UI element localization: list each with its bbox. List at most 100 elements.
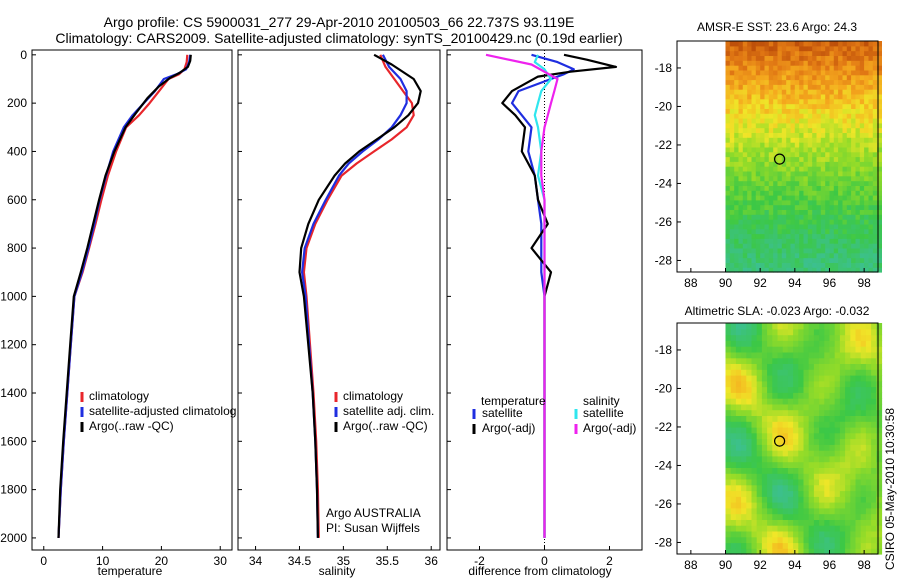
map-cell: [725, 243, 731, 249]
map-cell: [865, 409, 872, 416]
map-cell: [851, 161, 856, 167]
map-cell: [772, 478, 779, 486]
map-cell: [819, 426, 825, 434]
map-cell: [786, 103, 792, 109]
map-cell: [808, 502, 815, 509]
map-cell: [872, 84, 878, 90]
map-cell: [751, 180, 757, 186]
map-cell: [850, 357, 857, 364]
map-cell: [786, 127, 792, 133]
map-cell: [855, 113, 861, 119]
map-cell: [777, 137, 783, 143]
y-tick-label: 1000: [0, 289, 27, 303]
map-cell: [761, 357, 768, 364]
map-cell: [813, 530, 820, 538]
map-cell: [803, 199, 809, 206]
map-cell: [833, 156, 839, 162]
map-cell: [868, 247, 874, 254]
map-cell: [855, 89, 861, 95]
map-cell: [782, 530, 789, 538]
map-cell: [773, 185, 779, 191]
map-cell: [820, 108, 826, 114]
map-cell: [839, 490, 846, 497]
map-cell: [868, 190, 874, 196]
map-cell: [768, 199, 774, 206]
map-cell: [725, 502, 732, 509]
map-cell: [816, 84, 822, 90]
map-cell: [871, 519, 877, 526]
map-cell: [865, 467, 872, 474]
map-cell: [860, 450, 867, 457]
map-cell: [803, 204, 809, 210]
map-cell: [855, 228, 861, 235]
map-cell: [729, 65, 735, 71]
map-cell: [803, 392, 810, 399]
map-cell: [813, 496, 820, 503]
map-cell: [725, 69, 731, 76]
map-cell: [734, 223, 740, 230]
map-cell: [839, 438, 846, 445]
map-cell: [725, 262, 731, 268]
map-cell: [868, 166, 874, 172]
map-cell: [807, 132, 813, 138]
map-cell: [851, 60, 856, 66]
map-cell: [812, 55, 818, 61]
map-cell: [842, 209, 848, 215]
map-cell: [813, 386, 820, 393]
map-cell: [735, 484, 742, 492]
map-cell: [845, 346, 851, 353]
map-cell: [864, 118, 869, 124]
map-cell: [786, 151, 792, 158]
map-cell: [751, 398, 758, 405]
map-cell: [735, 328, 742, 336]
map-cell: [872, 195, 878, 201]
map-cell: [735, 426, 742, 434]
map-cell: [839, 421, 846, 428]
map-cell: [735, 421, 742, 428]
map-cell: [855, 340, 862, 347]
map-cell: [851, 195, 856, 201]
legend-label: climatology: [89, 389, 149, 403]
map-cell: [764, 156, 770, 162]
map-cell: [829, 484, 836, 492]
map-cell: [725, 257, 731, 263]
map-cell: [824, 525, 831, 532]
map-cell: [747, 214, 753, 220]
map-cell: [842, 170, 848, 177]
map-cell: [730, 478, 737, 486]
map-cell: [812, 65, 818, 71]
map-cell: [746, 386, 753, 393]
map-cell: [751, 525, 758, 532]
map-cell: [781, 170, 787, 177]
map-cell: [846, 252, 852, 259]
map-cell: [741, 478, 747, 486]
map-cell: [820, 257, 826, 263]
map-cell: [855, 219, 861, 225]
map-cell: [842, 219, 848, 225]
map-cell: [777, 334, 784, 341]
map-cell: [864, 146, 869, 153]
map-cell: [864, 55, 869, 61]
map-cell: [816, 257, 822, 263]
map-cell: [834, 403, 841, 411]
map-cell: [864, 60, 869, 66]
map-cell: [838, 166, 843, 172]
map-cell: [781, 118, 787, 124]
map-cell: [790, 166, 796, 172]
map-cell: [859, 247, 865, 254]
map-cell: [803, 328, 810, 336]
map-cell: [790, 214, 796, 220]
map-cell: [730, 473, 737, 480]
map-cell: [725, 432, 732, 440]
map-cell: [807, 118, 813, 124]
map-cell: [877, 190, 882, 196]
map-cell: [751, 122, 757, 129]
map-cell: [855, 103, 861, 109]
map-cell: [742, 219, 748, 225]
map-cell: [725, 363, 732, 370]
map-cell: [790, 252, 796, 259]
map-cell: [803, 432, 810, 440]
map-cell: [735, 334, 742, 341]
map-cell: [868, 219, 874, 225]
map-cell: [838, 262, 843, 268]
